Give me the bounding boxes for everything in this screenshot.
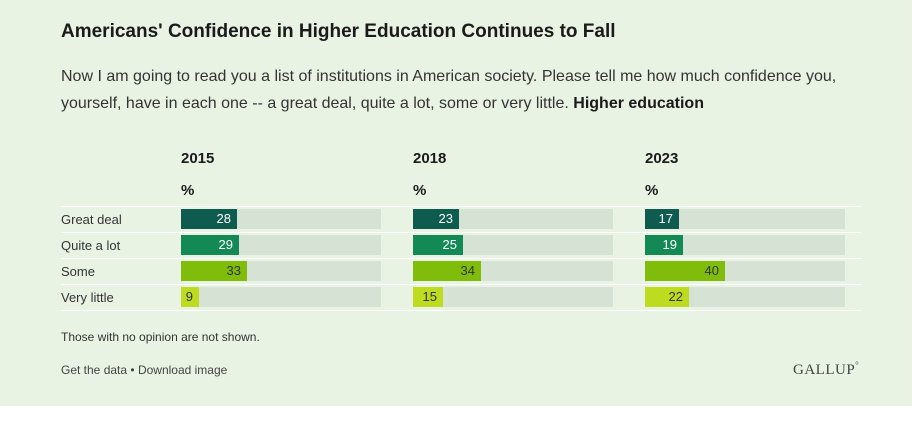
bar-value-label: 22 xyxy=(668,289,683,304)
bar-value-label: 34 xyxy=(460,263,475,278)
bar-2015-great-deal xyxy=(181,209,237,229)
bar-track xyxy=(413,287,613,307)
row-label-great-deal: Great deal xyxy=(61,212,122,227)
bar-track xyxy=(413,235,613,255)
gallup-logo: GALLUP° xyxy=(793,360,859,379)
logo-mark: ° xyxy=(855,360,860,370)
bar-value-label: 33 xyxy=(226,263,241,278)
bar-2018-great-deal xyxy=(413,209,459,229)
bar-value-label: 17 xyxy=(658,211,673,226)
row-divider xyxy=(61,258,861,259)
chart-card: Americans' Confidence in Higher Educatio… xyxy=(0,0,912,406)
row-divider xyxy=(61,310,861,311)
percent-header: % xyxy=(413,182,427,199)
bar-track xyxy=(645,209,845,229)
bar-value-label: 19 xyxy=(662,237,677,252)
bar-value-label: 23 xyxy=(438,211,453,226)
row-label-some: Some xyxy=(61,264,95,279)
row-divider xyxy=(61,206,861,207)
bar-2015-quite-a-lot xyxy=(181,235,239,255)
download-image-link[interactable]: Download image xyxy=(137,363,228,377)
bar-track xyxy=(645,287,845,307)
chart-title: Americans' Confidence in Higher Educatio… xyxy=(61,21,616,42)
subtitle-topic: Higher education xyxy=(573,95,704,112)
row-divider xyxy=(61,284,861,285)
bar-track xyxy=(181,287,381,307)
bar-2023-great-deal xyxy=(645,209,679,229)
get-data-link[interactable]: Get the data xyxy=(61,363,128,377)
bar-value-label: 9 xyxy=(185,289,193,304)
percent-header: % xyxy=(181,182,195,199)
bar-2023-some xyxy=(645,261,725,281)
year-header-2018: 2018 xyxy=(413,150,447,167)
chart-subtitle: Now I am going to read you a list of ins… xyxy=(61,63,871,117)
year-header-2023: 2023 xyxy=(645,150,679,167)
footer-links: Get the data • Download image xyxy=(61,363,227,377)
bar-value-label: 40 xyxy=(704,263,719,278)
bar-value-label: 29 xyxy=(218,237,233,252)
footnote: Those with no opinion are not shown. xyxy=(61,330,260,344)
bar-2018-quite-a-lot xyxy=(413,235,463,255)
bar-2015-very-little xyxy=(181,287,199,307)
bar-track xyxy=(413,209,613,229)
bar-2023-quite-a-lot xyxy=(645,235,683,255)
percent-header: % xyxy=(645,182,659,199)
row-label-very-little: Very little xyxy=(61,290,114,305)
bar-2018-very-little xyxy=(413,287,443,307)
bar-track xyxy=(645,235,845,255)
bar-value-label: 25 xyxy=(442,237,457,252)
bar-value-label: 15 xyxy=(422,289,437,304)
bar-2023-very-little xyxy=(645,287,689,307)
bar-value-label: 28 xyxy=(216,211,231,226)
row-divider xyxy=(61,232,861,233)
bar-2015-some xyxy=(181,261,247,281)
subtitle-question: Now I am going to read you a list of ins… xyxy=(61,68,837,112)
logo-text: GALLUP xyxy=(793,362,856,378)
row-label-quite-a-lot: Quite a lot xyxy=(61,238,121,253)
year-header-2015: 2015 xyxy=(181,150,215,167)
link-separator: • xyxy=(130,363,135,377)
bar-2018-some xyxy=(413,261,481,281)
